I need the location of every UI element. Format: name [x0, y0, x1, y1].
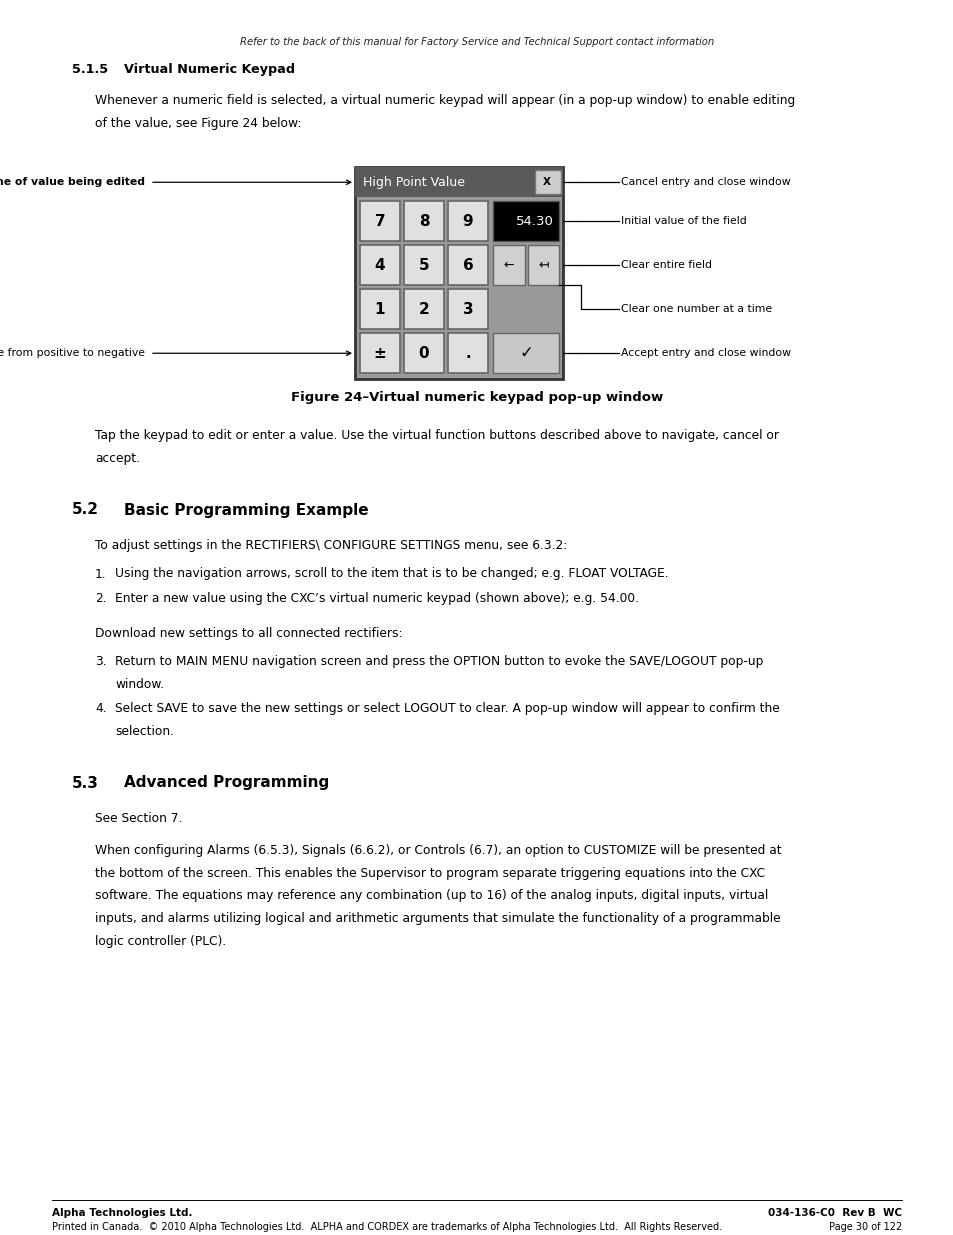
Bar: [448, 246, 488, 285]
Bar: [403, 246, 443, 285]
Bar: [493, 333, 558, 373]
Text: Toggle from positive to negative: Toggle from positive to negative: [0, 348, 145, 358]
Bar: [493, 246, 524, 285]
Text: 2: 2: [418, 301, 429, 316]
Text: 54.30: 54.30: [516, 215, 554, 227]
Text: Page 30 of 122: Page 30 of 122: [828, 1221, 901, 1233]
Text: Refer to the back of this manual for Factory Service and Technical Support conta: Refer to the back of this manual for Fac…: [239, 37, 714, 47]
Text: When configuring Alarms (6.5.3), Signals (6.6.2), or Controls (6.7), an option t: When configuring Alarms (6.5.3), Signals…: [95, 844, 781, 857]
Text: 8: 8: [418, 214, 429, 228]
Text: ↤: ↤: [537, 259, 548, 272]
Text: accept.: accept.: [95, 452, 140, 466]
Text: Enter a new value using the CXC’s virtual numeric keypad (shown above); e.g. 54.: Enter a new value using the CXC’s virtua…: [115, 592, 639, 605]
Bar: [359, 289, 399, 330]
Text: Accept entry and close window: Accept entry and close window: [620, 348, 790, 358]
Text: 2.: 2.: [95, 592, 107, 605]
Text: ±: ±: [374, 346, 386, 361]
Text: Alpha Technologies Ltd.: Alpha Technologies Ltd.: [52, 1208, 193, 1218]
Text: Download new settings to all connected rectifiers:: Download new settings to all connected r…: [95, 627, 402, 640]
Text: 1.: 1.: [95, 568, 107, 580]
Text: .: .: [465, 346, 471, 361]
Text: Initial value of the field: Initial value of the field: [620, 216, 746, 226]
Text: Name of value being edited: Name of value being edited: [0, 178, 145, 188]
Text: Clear entire field: Clear entire field: [620, 261, 711, 270]
Text: logic controller (PLC).: logic controller (PLC).: [95, 935, 226, 948]
Text: See Section 7.: See Section 7.: [95, 813, 182, 825]
Text: inputs, and alarms utilizing logical and arithmetic arguments that simulate the : inputs, and alarms utilizing logical and…: [95, 913, 780, 925]
Text: 4.: 4.: [95, 703, 107, 715]
Text: the bottom of the screen. This enables the Supervisor to program separate trigge: the bottom of the screen. This enables t…: [95, 867, 764, 879]
Bar: [355, 167, 562, 379]
Text: 6: 6: [462, 258, 473, 273]
Text: 7: 7: [375, 214, 385, 228]
Text: 4: 4: [375, 258, 385, 273]
Text: Clear one number at a time: Clear one number at a time: [620, 304, 771, 314]
Bar: [359, 201, 399, 241]
Text: Advanced Programming: Advanced Programming: [124, 776, 329, 790]
Text: Whenever a numeric field is selected, a virtual numeric keypad will appear (in a: Whenever a numeric field is selected, a …: [95, 95, 795, 107]
Text: 034-136-C0  Rev B  WC: 034-136-C0 Rev B WC: [767, 1208, 901, 1218]
Bar: [448, 289, 488, 330]
Bar: [403, 201, 443, 241]
Text: X: X: [542, 178, 551, 188]
Bar: [359, 246, 399, 285]
Bar: [448, 333, 488, 373]
Text: Select SAVE to save the new settings or select LOGOUT to clear. A pop-up window : Select SAVE to save the new settings or …: [115, 703, 779, 715]
Text: window.: window.: [115, 678, 164, 690]
Text: 3.: 3.: [95, 655, 107, 668]
Text: To adjust settings in the RECTIFIERS\ CONFIGURE SETTINGS menu, see 6.3.2:: To adjust settings in the RECTIFIERS\ CO…: [95, 540, 567, 552]
Text: Figure 24–Virtual numeric keypad pop-up window: Figure 24–Virtual numeric keypad pop-up …: [291, 391, 662, 404]
Text: 5.2: 5.2: [71, 503, 99, 517]
Text: ←: ←: [503, 259, 514, 272]
Text: High Point Value: High Point Value: [363, 175, 464, 189]
Text: 1: 1: [375, 301, 385, 316]
Bar: [355, 167, 562, 198]
Bar: [448, 201, 488, 241]
Text: Tap the keypad to edit or enter a value. Use the virtual function buttons descri: Tap the keypad to edit or enter a value.…: [95, 430, 779, 442]
Text: 5.1.5: 5.1.5: [71, 63, 108, 77]
Bar: [535, 170, 560, 194]
Text: Cancel entry and close window: Cancel entry and close window: [620, 178, 790, 188]
Text: of the value, see Figure 24 below:: of the value, see Figure 24 below:: [95, 117, 301, 130]
Text: Printed in Canada.  © 2010 Alpha Technologies Ltd.  ALPHA and CORDEX are tradema: Printed in Canada. © 2010 Alpha Technolo…: [52, 1221, 721, 1233]
Text: Using the navigation arrows, scroll to the item that is to be changed; e.g. FLOA: Using the navigation arrows, scroll to t…: [115, 568, 668, 580]
Bar: [493, 201, 558, 241]
Text: Virtual Numeric Keypad: Virtual Numeric Keypad: [124, 63, 294, 77]
Text: 5: 5: [418, 258, 429, 273]
Text: ✓: ✓: [518, 345, 533, 362]
Bar: [403, 333, 443, 373]
Text: 3: 3: [462, 301, 473, 316]
Text: selection.: selection.: [115, 725, 173, 739]
Bar: [527, 246, 558, 285]
Bar: [359, 333, 399, 373]
Bar: [403, 289, 443, 330]
Text: Basic Programming Example: Basic Programming Example: [124, 503, 368, 517]
Text: 5.3: 5.3: [71, 776, 99, 790]
Text: 0: 0: [418, 346, 429, 361]
Text: software. The equations may reference any combination (up to 16) of the analog i: software. The equations may reference an…: [95, 889, 767, 903]
Text: Return to MAIN MENU navigation screen and press the OPTION button to evoke the S: Return to MAIN MENU navigation screen an…: [115, 655, 762, 668]
Text: 9: 9: [462, 214, 473, 228]
